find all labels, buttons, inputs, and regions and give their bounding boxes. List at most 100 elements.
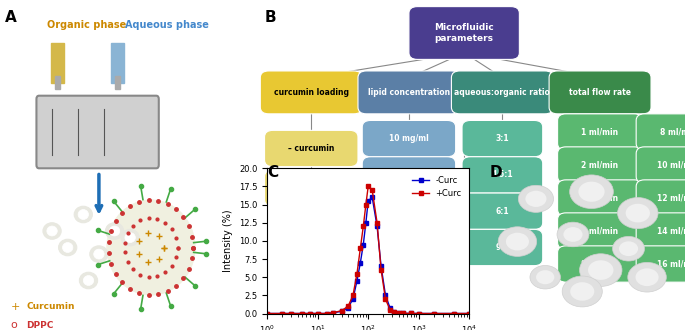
Text: + curcumin: + curcumin [287, 183, 336, 193]
Text: 2 ml/min: 2 ml/min [582, 160, 619, 170]
-Curc [399, 312, 408, 315]
Bar [51, 43, 64, 82]
-Curc [356, 261, 364, 265]
Text: D: D [490, 165, 502, 180]
Text: 16 ml/min: 16 ml/min [658, 259, 685, 269]
-Curc [323, 312, 331, 315]
-Curc [450, 312, 458, 315]
Ellipse shape [121, 229, 139, 246]
+Curc [395, 311, 403, 315]
-Curc [299, 312, 307, 315]
+Curc [306, 312, 314, 315]
FancyBboxPatch shape [636, 114, 685, 150]
-Curc [353, 279, 361, 283]
Text: 8 ml/min: 8 ml/min [660, 127, 685, 137]
+Curc [364, 184, 373, 188]
Ellipse shape [90, 246, 108, 262]
Circle shape [570, 175, 613, 209]
Text: 6 ml/min: 6 ml/min [582, 226, 619, 236]
Bar [110, 43, 123, 82]
Circle shape [562, 276, 602, 307]
Bar [55, 76, 60, 89]
FancyBboxPatch shape [549, 71, 651, 114]
FancyBboxPatch shape [462, 157, 543, 193]
Ellipse shape [62, 243, 73, 252]
Circle shape [525, 191, 547, 207]
Ellipse shape [47, 226, 58, 236]
+Curc [338, 309, 346, 313]
Circle shape [625, 204, 650, 222]
-Curc [390, 310, 399, 314]
Text: 14 ml/min: 14 ml/min [658, 226, 685, 236]
Text: 4 ml/min: 4 ml/min [582, 193, 619, 203]
FancyBboxPatch shape [558, 246, 643, 282]
Circle shape [563, 227, 582, 242]
FancyBboxPatch shape [558, 147, 643, 183]
Ellipse shape [107, 200, 195, 295]
Text: 1 ml/min: 1 ml/min [582, 127, 619, 137]
-Curc [407, 312, 415, 315]
Text: 40 mg/ml: 40 mg/ml [389, 243, 429, 252]
Text: C: C [267, 165, 278, 180]
-Curc [414, 312, 423, 315]
Ellipse shape [105, 223, 124, 239]
-Curc [373, 224, 381, 228]
Ellipse shape [74, 206, 92, 223]
-Curc [344, 306, 352, 310]
Circle shape [498, 227, 536, 256]
Text: 8 ml/min: 8 ml/min [582, 259, 619, 269]
-Curc [306, 312, 314, 315]
+Curc [299, 312, 307, 315]
+Curc [450, 312, 458, 315]
Ellipse shape [43, 223, 61, 239]
Circle shape [578, 182, 605, 202]
Text: Aqueous phase: Aqueous phase [125, 20, 209, 30]
-Curc [377, 264, 385, 268]
-Curc [278, 312, 286, 315]
+Curc [356, 246, 364, 250]
+Curc [278, 312, 286, 315]
FancyBboxPatch shape [636, 147, 685, 183]
Text: curcumin loading: curcumin loading [274, 88, 349, 97]
FancyBboxPatch shape [362, 193, 456, 229]
Circle shape [570, 282, 595, 301]
Circle shape [519, 185, 553, 213]
Text: total flow rate: total flow rate [569, 88, 631, 97]
Text: lipid concentration: lipid concentration [368, 88, 450, 97]
Ellipse shape [59, 239, 77, 256]
FancyBboxPatch shape [264, 130, 358, 167]
FancyBboxPatch shape [462, 193, 543, 229]
Ellipse shape [84, 276, 94, 285]
+Curc [323, 312, 331, 315]
Text: 10 ml/min: 10 ml/min [658, 160, 685, 170]
+Curc [329, 311, 337, 315]
Text: 4.5:1: 4.5:1 [492, 170, 513, 180]
+Curc [390, 311, 399, 314]
Text: 12 ml/min: 12 ml/min [658, 193, 685, 203]
Circle shape [588, 260, 614, 280]
Circle shape [530, 265, 560, 289]
-Curc [465, 312, 473, 315]
Text: 6:1: 6:1 [495, 207, 509, 216]
+Curc [465, 312, 473, 315]
Circle shape [506, 233, 529, 250]
+Curc [414, 312, 423, 315]
+Curc [368, 188, 376, 192]
-Curc [386, 306, 394, 310]
FancyBboxPatch shape [636, 246, 685, 282]
FancyBboxPatch shape [462, 120, 543, 157]
Legend: -Curc, +Curc: -Curc, +Curc [409, 173, 465, 201]
+Curc [377, 268, 385, 272]
Circle shape [612, 236, 645, 261]
Text: 20 mg/ml: 20 mg/ml [389, 170, 429, 180]
Circle shape [618, 198, 658, 229]
FancyBboxPatch shape [358, 71, 460, 114]
FancyBboxPatch shape [409, 7, 519, 59]
Text: 9:1: 9:1 [495, 243, 509, 252]
Text: 3:1: 3:1 [495, 134, 509, 143]
-Curc [329, 311, 337, 315]
FancyBboxPatch shape [362, 120, 456, 157]
Ellipse shape [110, 226, 120, 236]
Circle shape [619, 241, 638, 256]
FancyBboxPatch shape [636, 180, 685, 216]
